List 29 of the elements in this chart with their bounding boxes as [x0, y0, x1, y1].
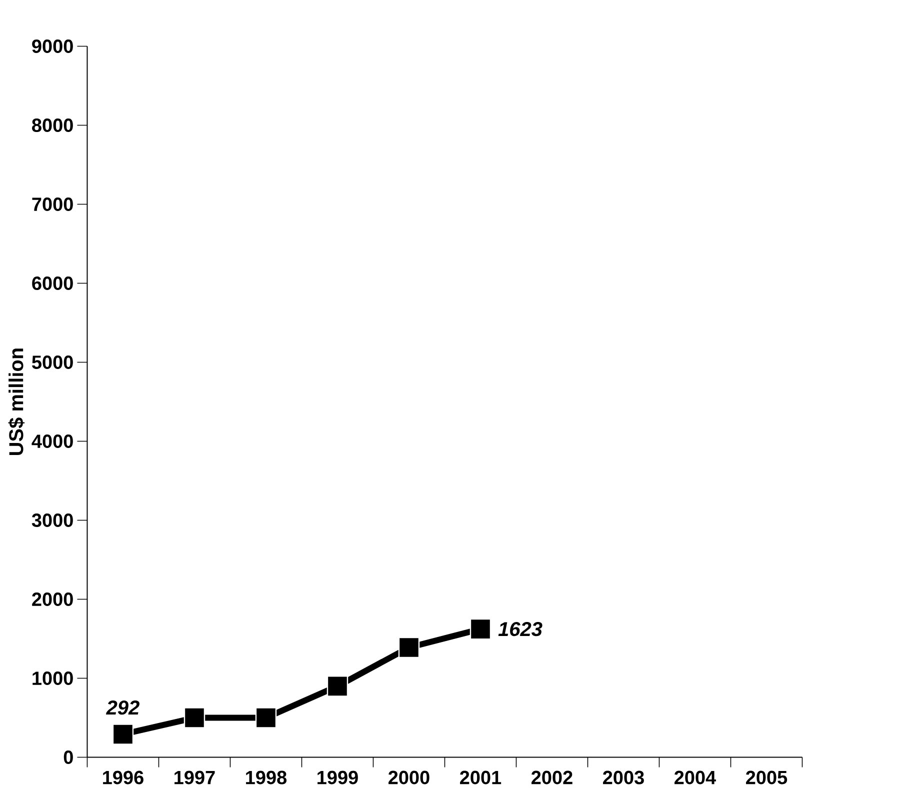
y-tick-label: 8000	[32, 118, 73, 132]
point	[326, 676, 348, 697]
x-tick-label: 2000	[388, 770, 430, 784]
x-tick-label: 2005	[746, 770, 788, 784]
y-tick-label: 3000	[32, 514, 73, 528]
data-label: 292	[106, 700, 140, 715]
y-tick-label: 7000	[32, 198, 73, 212]
x-tick-label: 1999	[318, 770, 358, 784]
x-tick-label: 1996	[103, 770, 144, 784]
point	[398, 636, 420, 658]
x-tick-label: 2001	[460, 770, 502, 784]
x-tick-label: 2002	[532, 770, 572, 784]
data-label: 1623	[498, 622, 542, 636]
point	[184, 707, 206, 728]
y-tick-label: 1000	[32, 672, 73, 686]
x-tick-label: 1998	[246, 770, 287, 784]
point	[255, 707, 277, 728]
point	[112, 724, 134, 745]
y-tick-label: 5000	[32, 356, 73, 370]
y-tick-label: 6000	[32, 276, 73, 290]
y-tick-label: 4000	[32, 434, 73, 448]
point	[470, 618, 492, 640]
y-tick-label: 0	[64, 750, 73, 764]
y-axis-title: US$ million	[8, 348, 25, 456]
x-tick-label: 1997	[174, 770, 215, 784]
x-tick-label: 2003	[603, 770, 644, 784]
x-tick-label: 2004	[674, 770, 716, 784]
y-tick-label: 9000	[32, 40, 73, 54]
y-tick-label: 2000	[32, 592, 73, 606]
